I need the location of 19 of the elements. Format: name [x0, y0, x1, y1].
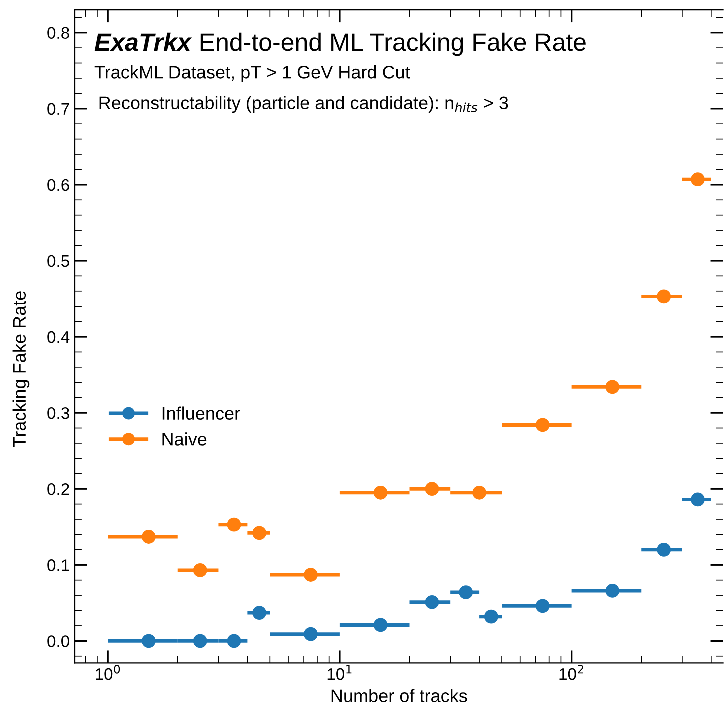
legend-label: Influencer [162, 406, 240, 420]
y-tick-label: 0.0 [48, 636, 70, 648]
y-tick-label: 0.2 [48, 483, 70, 496]
legend-label: Naive [162, 432, 207, 446]
y-tick-label: 0.8 [48, 27, 70, 40]
x-axis-title: Number of tracks [332, 689, 468, 702]
y-tick-label: 0.3 [48, 407, 70, 420]
x-tick-label: 10$^{2}$ [560, 665, 584, 680]
y-tick-label: 0.5 [48, 255, 70, 268]
annotation: Reconstructability (particle and candidate): n$_{hits}$ > 3 [100, 96, 508, 114]
y-tick-label: 0.4 [48, 331, 70, 344]
y-tick-label: 0.1 [48, 560, 70, 572]
x-tick-label: 10$^{1}$ [328, 665, 352, 680]
y-tick-label: 0.6 [48, 179, 70, 192]
y-axis-title: Tracking Fake Rate [12, 292, 30, 448]
y-tick-label: 0.7 [48, 103, 70, 116]
x-tick-label: 10$^{0}$ [96, 665, 120, 680]
annotation: TrackML Dataset, pT > 1 GeV Hard Cut [94, 66, 410, 82]
text: ExaTrkx End-to-end ML Tracking Fake Rate [94, 32, 586, 56]
